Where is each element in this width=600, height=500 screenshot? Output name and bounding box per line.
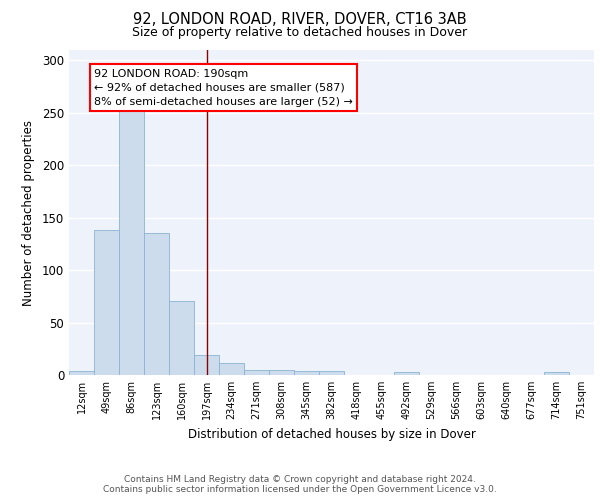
Text: Contains HM Land Registry data © Crown copyright and database right 2024.
Contai: Contains HM Land Registry data © Crown c… [103,474,497,494]
Text: 92 LONDON ROAD: 190sqm
← 92% of detached houses are smaller (587)
8% of semi-det: 92 LONDON ROAD: 190sqm ← 92% of detached… [94,69,353,107]
Bar [244,370,269,375]
Bar [194,355,219,375]
Bar [144,234,169,375]
Bar [69,371,94,375]
Bar [94,230,119,375]
X-axis label: Distribution of detached houses by size in Dover: Distribution of detached houses by size … [188,428,475,440]
Bar [294,371,319,375]
Bar [319,371,344,375]
Y-axis label: Number of detached properties: Number of detached properties [22,120,35,306]
Text: 92, LONDON ROAD, RIVER, DOVER, CT16 3AB: 92, LONDON ROAD, RIVER, DOVER, CT16 3AB [133,12,467,28]
Text: Size of property relative to detached houses in Dover: Size of property relative to detached ho… [133,26,467,39]
Bar [544,372,569,375]
Bar [269,370,294,375]
Bar [394,372,419,375]
Bar [219,364,244,375]
Bar [119,108,144,375]
Bar [169,300,194,375]
